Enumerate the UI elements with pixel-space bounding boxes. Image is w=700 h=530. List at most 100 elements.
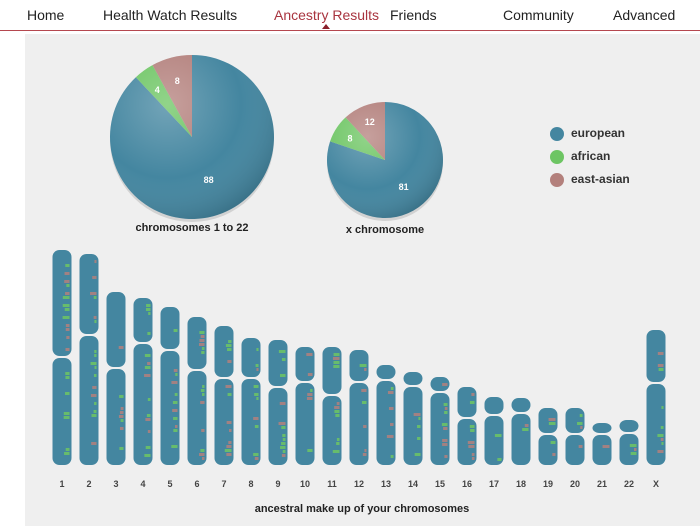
ancestry-segment xyxy=(441,423,448,426)
ancestry-segment xyxy=(199,331,205,334)
chromosome-label: 5 xyxy=(167,479,172,489)
ancestry-segment xyxy=(227,360,232,363)
chromosome-3[interactable] xyxy=(106,292,126,465)
ancestry-segment xyxy=(226,445,232,448)
chromosome-15[interactable] xyxy=(430,377,450,465)
ancestry-segment xyxy=(468,445,475,448)
ancestry-segment xyxy=(228,340,232,343)
chromosome-20[interactable] xyxy=(565,408,585,465)
pie-title-autosomes: chromosomes 1 to 22 xyxy=(135,222,248,234)
ancestry-segment xyxy=(334,406,340,409)
chromosome-17[interactable] xyxy=(484,397,504,465)
ancestry-segment xyxy=(120,407,124,410)
ancestry-segment xyxy=(657,352,664,355)
chromosome-long-arm xyxy=(619,434,639,465)
nav-friends[interactable]: Friends xyxy=(390,7,437,23)
chromosome-7[interactable] xyxy=(214,326,234,465)
ancestry-segment xyxy=(657,450,664,453)
chromosome-short-arm xyxy=(403,372,423,385)
ancestry-segment xyxy=(64,452,70,455)
nav-ancestry-results[interactable]: Ancestry Results xyxy=(274,7,380,23)
chromosome-long-arm xyxy=(511,414,531,465)
chromosome-19[interactable] xyxy=(538,408,558,465)
ancestry-segment xyxy=(226,421,232,424)
ancestry-segment xyxy=(201,429,205,432)
chromosome-short-arm xyxy=(376,365,396,379)
chromosome-14[interactable] xyxy=(403,372,423,465)
chromosome-10[interactable] xyxy=(295,347,315,465)
ancestry-segment xyxy=(336,402,340,405)
chromosome-5[interactable] xyxy=(160,307,180,465)
chromosome-21[interactable] xyxy=(592,423,612,465)
nav-advanced[interactable]: Advanced xyxy=(613,7,676,23)
chromosome-11[interactable] xyxy=(322,347,342,465)
chromosome-label: 11 xyxy=(327,479,337,489)
chromosome-short-arm xyxy=(187,317,207,369)
chromosome-18[interactable] xyxy=(511,398,531,465)
chromosome-6[interactable] xyxy=(187,317,207,465)
chromosome-X[interactable] xyxy=(646,330,666,465)
ancestry-segment xyxy=(306,353,313,356)
ancestry-segment xyxy=(64,272,70,275)
ancestry-segment xyxy=(307,449,313,452)
chromosome-1[interactable] xyxy=(52,250,72,465)
ancestry-segment xyxy=(256,368,259,371)
chromosome-long-arm xyxy=(295,383,315,465)
ancestry-segment xyxy=(62,296,70,299)
ancestry-segment xyxy=(359,364,367,367)
chromosome-22[interactable] xyxy=(619,420,639,465)
ancestry-segment xyxy=(144,366,151,369)
chromosome-short-arm xyxy=(214,326,234,377)
ancestry-segment xyxy=(90,394,97,397)
ancestry-segment xyxy=(63,412,70,415)
ancestry-segment xyxy=(66,284,70,287)
chromosome-13[interactable] xyxy=(376,365,396,465)
ancestry-segment xyxy=(602,445,610,448)
ancestry-segment xyxy=(171,445,178,448)
ancestry-segment xyxy=(224,449,232,452)
chromosome-4[interactable] xyxy=(133,298,153,465)
chromosome-label: 12 xyxy=(354,479,364,489)
ancestry-segment xyxy=(254,393,259,396)
ancestry-segment xyxy=(65,264,70,267)
ancestry-segment xyxy=(228,441,232,444)
nav-home[interactable]: Home xyxy=(27,7,65,23)
chromosome-2[interactable] xyxy=(79,254,99,465)
ancestry-segment xyxy=(442,439,448,442)
legend-african: african xyxy=(550,149,610,164)
nav-community[interactable]: Community xyxy=(503,7,574,23)
ancestry-segment xyxy=(200,401,205,404)
ancestry-segment xyxy=(173,329,178,332)
chromosome-short-arm xyxy=(430,377,450,391)
chromosome-12[interactable] xyxy=(349,350,369,465)
ancestry-segment xyxy=(442,383,448,386)
ancestry-segment xyxy=(94,350,97,353)
ancestry-segment xyxy=(281,426,286,429)
ancestry-segment xyxy=(417,425,421,428)
ancestry-segment xyxy=(444,455,448,458)
ancestry-segment xyxy=(444,411,448,414)
ancestry-segment xyxy=(225,385,232,388)
ancestry-segment xyxy=(253,453,259,456)
chromosome-long-arm xyxy=(349,383,369,465)
ancestry-segment xyxy=(363,425,367,428)
nav-health-watch-results[interactable]: Health Watch Results xyxy=(103,7,238,23)
ancestry-segment xyxy=(65,328,70,331)
ancestry-segment xyxy=(93,296,97,299)
chromosome-16[interactable] xyxy=(457,387,477,465)
ancestry-segment xyxy=(147,398,151,401)
chromosome-9[interactable] xyxy=(268,340,288,465)
east-asian-swatch-icon xyxy=(550,172,564,187)
ancestry-segment xyxy=(661,406,664,409)
chromosome-short-arm xyxy=(160,307,180,349)
european-swatch-icon xyxy=(550,126,564,141)
ancestry-segment xyxy=(119,447,124,450)
chromosome-short-arm xyxy=(349,350,369,381)
ancestry-segment xyxy=(332,357,340,360)
ancestry-segment xyxy=(629,444,637,447)
ancestry-segment xyxy=(90,292,97,295)
chromosome-8[interactable] xyxy=(241,338,261,465)
ancestry-segment xyxy=(282,438,286,441)
ancestry-segment xyxy=(467,441,475,444)
